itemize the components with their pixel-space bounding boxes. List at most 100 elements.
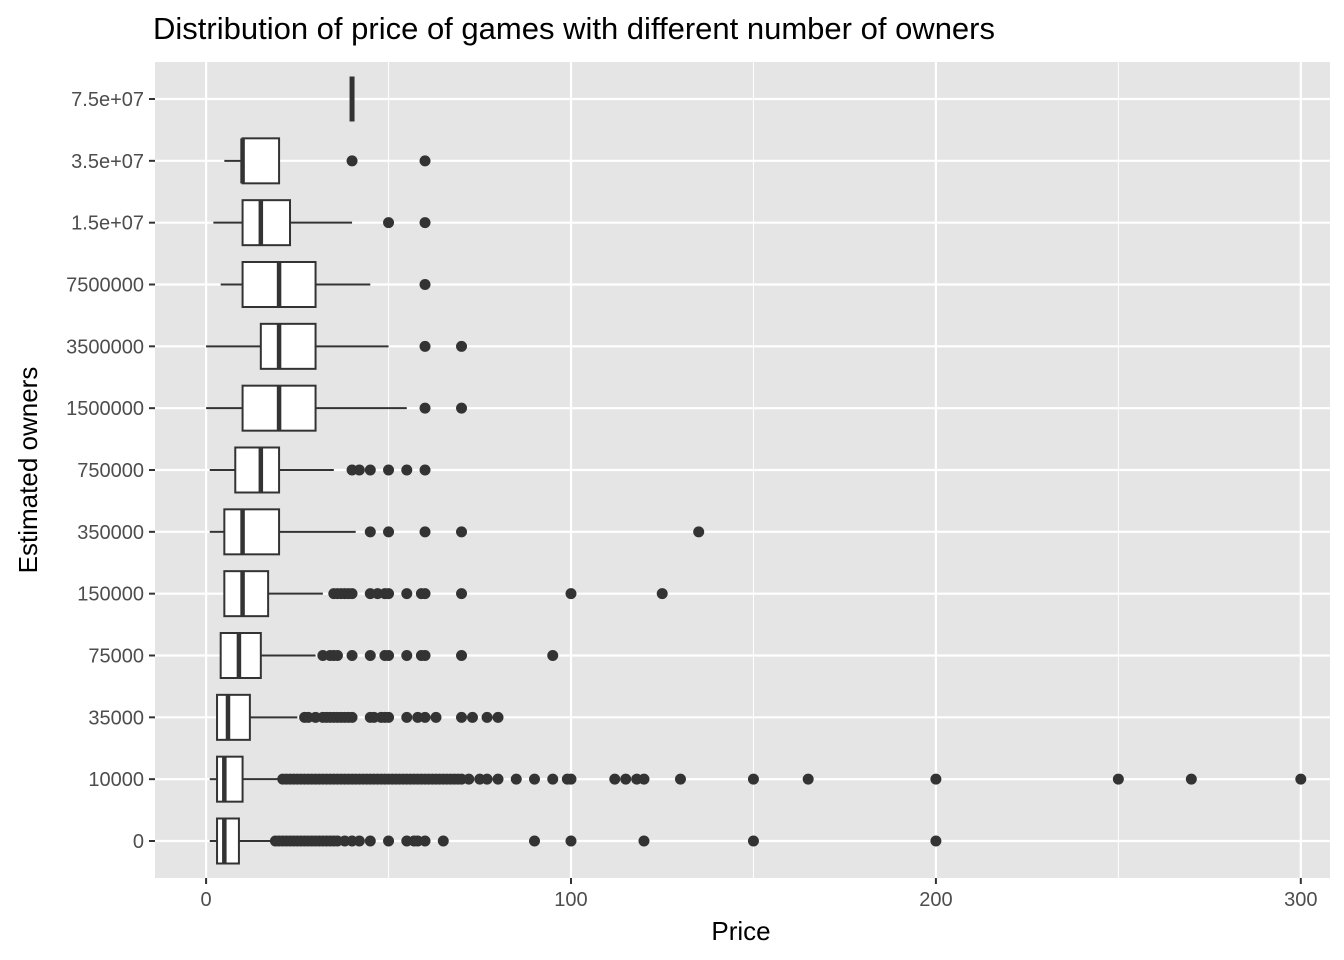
outlier-point bbox=[529, 773, 541, 785]
y-tick-label: 7500000 bbox=[66, 275, 144, 297]
y-tick-label: 150000 bbox=[77, 584, 144, 606]
outlier-point bbox=[456, 650, 468, 661]
iqr-box bbox=[259, 322, 317, 370]
outlier-point bbox=[510, 773, 522, 785]
outlier-point bbox=[930, 835, 942, 847]
outlier-point bbox=[656, 588, 668, 600]
outlier-point bbox=[353, 464, 365, 476]
outlier-point bbox=[547, 650, 559, 661]
outlier-point bbox=[481, 773, 493, 785]
x-tick-label: 100 bbox=[554, 889, 587, 911]
y-tick-label: 1.5e+07 bbox=[71, 213, 144, 235]
outlier-point bbox=[1295, 773, 1307, 785]
outlier-point bbox=[481, 711, 493, 723]
box-3.5e+07 bbox=[224, 137, 281, 185]
outlier-point bbox=[419, 711, 431, 723]
outlier-point bbox=[547, 773, 559, 785]
x-axis: 0 100 200 300 bbox=[201, 878, 1317, 911]
iqr-box bbox=[216, 817, 240, 865]
outlier-point bbox=[383, 711, 395, 723]
x-tick-label: 0 bbox=[201, 889, 212, 911]
iqr-box bbox=[241, 199, 292, 247]
box-1.5e+07 bbox=[213, 199, 353, 247]
outlier-point bbox=[620, 773, 632, 785]
outlier-point bbox=[638, 773, 650, 785]
outlier-point bbox=[466, 711, 478, 723]
box-1500000 bbox=[206, 384, 407, 432]
outlier-point bbox=[346, 155, 358, 167]
outlier-point bbox=[383, 464, 395, 476]
outlier-point bbox=[456, 711, 468, 723]
box-750000 bbox=[209, 446, 334, 494]
outlier-point bbox=[383, 217, 395, 229]
box-0 bbox=[209, 817, 272, 865]
iqr-box bbox=[216, 755, 244, 803]
box-150000 bbox=[223, 570, 323, 618]
y-tick-label: 7.5e+07 bbox=[71, 89, 144, 111]
y-tick-label: 350000 bbox=[77, 522, 144, 544]
outlier-point bbox=[693, 526, 705, 538]
outlier-point bbox=[565, 588, 577, 600]
iqr-box bbox=[216, 693, 251, 741]
outlier-point bbox=[419, 155, 431, 167]
x-axis-title: Price bbox=[711, 916, 770, 946]
outlier-point bbox=[346, 711, 358, 723]
box-10000 bbox=[209, 755, 280, 803]
outlier-point bbox=[492, 711, 504, 723]
outlier-point bbox=[419, 526, 431, 538]
box-75000 bbox=[219, 632, 316, 679]
x-tick-label: 300 bbox=[1284, 889, 1317, 911]
outlier-point bbox=[401, 650, 413, 661]
outlier-point bbox=[930, 773, 942, 785]
chart-title: Distribution of price of games with diff… bbox=[153, 11, 995, 46]
outlier-point bbox=[492, 773, 504, 785]
outlier-point bbox=[747, 835, 759, 847]
outlier-point bbox=[331, 650, 343, 661]
outlier-point bbox=[565, 835, 577, 847]
outlier-point bbox=[419, 402, 431, 414]
outlier-point bbox=[565, 773, 577, 785]
outlier-point bbox=[456, 402, 468, 414]
iqr-box bbox=[223, 570, 270, 618]
y-tick-label: 0 bbox=[133, 831, 144, 853]
outlier-point bbox=[430, 711, 442, 723]
outlier-point bbox=[419, 340, 431, 352]
outlier-point bbox=[747, 773, 759, 785]
outlier-point bbox=[456, 340, 468, 352]
y-axis: 0 10000 35000 75000 150000 350000 750000 150000… bbox=[66, 89, 155, 853]
outlier-point bbox=[802, 773, 814, 785]
y-tick-label: 1500000 bbox=[66, 398, 144, 420]
outlier-point bbox=[419, 588, 431, 600]
x-tick-label: 200 bbox=[919, 889, 952, 911]
outlier-point bbox=[419, 835, 431, 847]
outlier-point bbox=[383, 526, 395, 538]
outlier-point bbox=[419, 464, 431, 476]
outlier-layer bbox=[269, 155, 1307, 847]
outlier-point bbox=[383, 835, 395, 847]
y-tick-label: 10000 bbox=[88, 769, 144, 791]
outlier-point bbox=[456, 526, 468, 538]
iqr-box bbox=[234, 446, 281, 494]
outlier-point bbox=[383, 650, 395, 661]
outlier-point bbox=[353, 835, 365, 847]
iqr-box bbox=[223, 508, 281, 556]
outlier-point bbox=[383, 588, 395, 600]
outlier-point bbox=[638, 835, 650, 847]
outlier-point bbox=[364, 526, 376, 538]
outlier-point bbox=[364, 650, 376, 661]
outlier-point bbox=[401, 711, 413, 723]
outlier-point bbox=[346, 650, 358, 661]
y-axis-title: Estimated owners bbox=[13, 367, 43, 574]
box-3500000 bbox=[206, 322, 389, 370]
outlier-point bbox=[529, 835, 541, 847]
outlier-point bbox=[346, 588, 358, 600]
outlier-point bbox=[437, 835, 449, 847]
y-tick-label: 35000 bbox=[88, 707, 144, 729]
y-tick-label: 3500000 bbox=[66, 336, 144, 358]
outlier-point bbox=[401, 464, 413, 476]
outlier-point bbox=[364, 835, 376, 847]
box-350000 bbox=[209, 508, 356, 556]
outlier-point bbox=[674, 773, 686, 785]
iqr-box bbox=[241, 137, 281, 185]
